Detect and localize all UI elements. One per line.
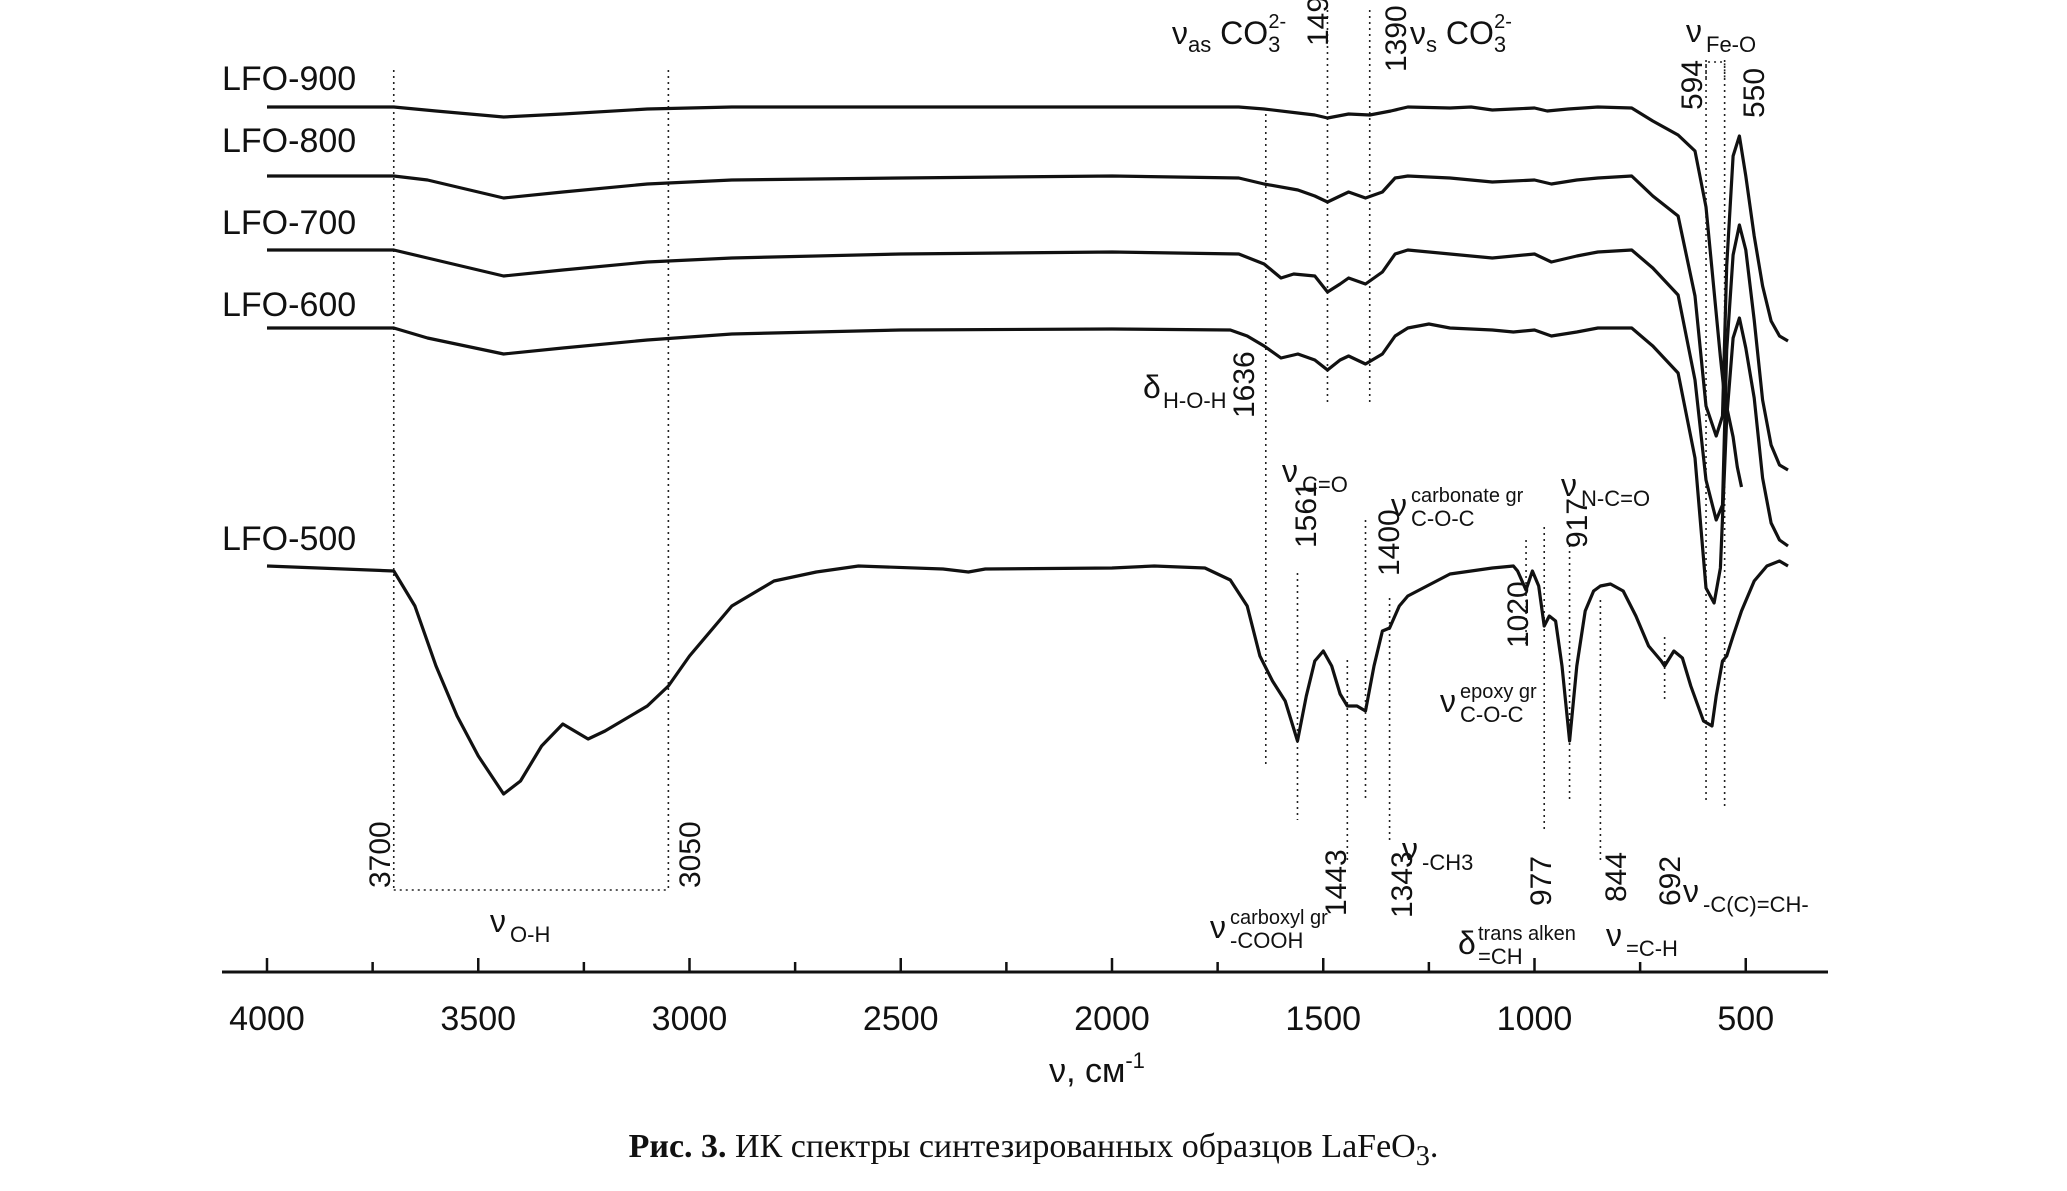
annotation-sub: C=O	[1302, 472, 1348, 497]
marker-label: 917	[1561, 498, 1594, 548]
band-annotation: ν =C-H	[1606, 917, 1678, 961]
annotation-sub: C-O-C	[1411, 506, 1475, 531]
caption-text: ИК спектры синтезированных образцов LaFe…	[726, 1128, 1416, 1165]
marker-labels: 3700 3050 1636 1561 1490 1443 1400 1390 1343 1020…	[364, 0, 1771, 918]
annotation-symbol: νs CO32-	[1410, 11, 1512, 57]
annotation-sub: =CH	[1478, 944, 1523, 969]
figure-caption: Рис. 3. ИК спектры синтезированных образ…	[0, 1128, 2067, 1173]
marker-label: 1636	[1228, 351, 1261, 418]
series-label: LFO-900	[222, 60, 356, 98]
spectra-curves	[266, 105, 1789, 796]
x-tick-label: 3000	[652, 1000, 728, 1038]
band-annotation: ν -C(C)=CH-	[1683, 873, 1809, 917]
band-annotation: ν epoxy grC-O-C	[1440, 681, 1537, 727]
x-axis: 4000 3500 3000 2500 2000 1500 1000 500 ν, см-1	[222, 958, 1828, 1090]
marker-guides	[392, 10, 1726, 891]
curve-lfo-800	[267, 134, 1789, 438]
band-annotation: δ H-O-H	[1143, 369, 1227, 413]
marker-label: 3050	[674, 821, 707, 888]
x-tick-label: 500	[1717, 1000, 1774, 1038]
x-axis-title: ν, см-1	[1049, 1048, 1145, 1090]
marker-label: 1443	[1320, 849, 1353, 916]
marker-label: 3700	[364, 821, 397, 888]
marker-label: 1020	[1502, 581, 1535, 648]
annotation-sub: -COOH	[1230, 928, 1303, 953]
band-annotation: ν carbonate grC-O-C	[1391, 485, 1524, 531]
feo-bracket	[1705, 61, 1726, 78]
series-label: LFO-600	[222, 286, 356, 324]
marker-label: 977	[1525, 856, 1558, 906]
annotation-sup: trans alken	[1478, 923, 1576, 945]
annotation-symbol: ν	[1686, 13, 1702, 49]
marker-label: 1400	[1373, 509, 1406, 576]
band-annotation: ν carboxyl gr-COOH	[1210, 907, 1328, 953]
series-label: LFO-500	[222, 520, 356, 558]
marker-label: 844	[1600, 852, 1633, 902]
annotation-symbol: ν	[1210, 909, 1226, 945]
caption-end: .	[1429, 1128, 1439, 1165]
series-label: LFO-800	[222, 122, 356, 160]
series-labels: LFO-900 LFO-800 LFO-700 LFO-600 LFO-500	[222, 60, 356, 558]
annotation-sub: H-O-H	[1163, 388, 1227, 413]
annotation-symbol: ν	[1683, 873, 1699, 909]
annotation-sub: -CH3	[1422, 850, 1473, 875]
marker-label: 692	[1654, 856, 1687, 906]
annotation-symbol: ν	[1402, 831, 1418, 867]
band-annotation: ν O-H	[490, 903, 550, 947]
marker-label: 1343	[1386, 851, 1419, 918]
curve-lfo-900	[267, 105, 1744, 488]
curve-lfo-500	[266, 559, 1789, 796]
x-tick-label: 4000	[229, 1000, 305, 1038]
band-annotation: ν Fe-O	[1686, 13, 1756, 57]
x-tick-label: 2500	[863, 1000, 939, 1038]
series-label: LFO-700	[222, 204, 356, 242]
band-annotation: νas CO32-	[1172, 11, 1286, 57]
band-annotation: ν C=O	[1282, 453, 1348, 497]
annotation-sup: epoxy gr	[1460, 681, 1537, 703]
marker-label: 1490	[1302, 0, 1335, 46]
annotation-symbol: ν	[490, 903, 506, 939]
annotation-sub: N-C=O	[1581, 486, 1650, 511]
caption-label: Рис. 3.	[628, 1128, 727, 1165]
x-tick-label: 3500	[440, 1000, 516, 1038]
annotation-symbol: δ	[1458, 925, 1476, 961]
x-tick-label: 2000	[1074, 1000, 1150, 1038]
band-annotation: ν -CH3	[1402, 831, 1473, 875]
annotation-symbol: νas CO32-	[1172, 11, 1286, 57]
x-tick-label: 1500	[1285, 1000, 1361, 1038]
band-annotation: ν N-C=O	[1561, 467, 1650, 511]
caption-subscript: 3	[1415, 1140, 1430, 1172]
annotation-symbol: δ	[1143, 369, 1161, 405]
marker-label: 594	[1676, 60, 1709, 110]
curve-lfo-700	[267, 223, 1789, 522]
marker-label: 1561	[1290, 481, 1323, 548]
annotation-symbol: ν	[1606, 917, 1622, 953]
annotation-sub: C-O-C	[1460, 702, 1524, 727]
annotation-sub: =C-H	[1626, 936, 1678, 961]
band-annotation: δ trans alken=CH	[1458, 923, 1576, 969]
annotation-sup: carboxyl gr	[1230, 907, 1328, 929]
annotation-symbol: ν	[1440, 683, 1456, 719]
annotation-sub: O-H	[510, 922, 550, 947]
curve-lfo-600	[267, 316, 1789, 605]
annotation-symbol: ν	[1391, 487, 1407, 523]
annotation-symbol: ν	[1282, 453, 1298, 489]
annotation-sub: Fe-O	[1706, 32, 1756, 57]
annotation-symbol: ν	[1561, 467, 1577, 503]
annotation-sub: -C(C)=CH-	[1703, 892, 1809, 917]
band-annotation: νs CO32-	[1410, 11, 1512, 57]
marker-label: 1390	[1380, 5, 1413, 72]
marker-label: 550	[1738, 68, 1771, 118]
x-tick-label: 1000	[1497, 1000, 1573, 1038]
annotation-sup: carbonate gr	[1411, 485, 1524, 507]
